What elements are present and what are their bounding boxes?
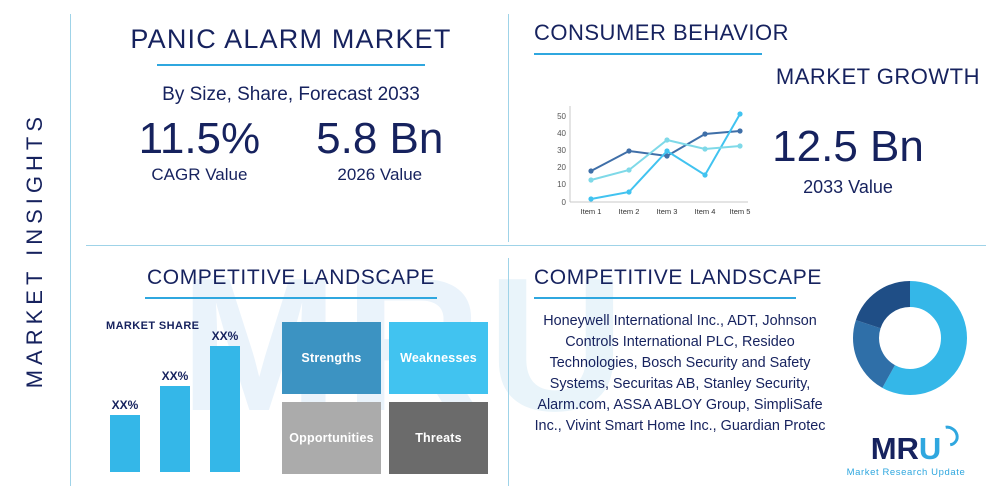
market-insights-label: MARKET INSIGHTS <box>22 111 47 389</box>
logo-mark-b: U <box>918 431 942 466</box>
competitive-landscape-underline-left <box>145 297 437 299</box>
key-figures: 11.5% CAGR Value 5.8 Bn 2026 Value <box>86 114 496 185</box>
bottom-left-panel: COMPETITIVE LANDSCAPE MARKET SHARE XX% X… <box>86 258 496 486</box>
value-2026-caption: 2026 Value <box>337 165 423 185</box>
swot-opportunities-label: Opportunities <box>289 431 374 445</box>
swot-strengths[interactable]: Strengths <box>282 322 381 394</box>
swot-weaknesses-label: Weaknesses <box>400 351 477 365</box>
svg-text:Item 1: Item 1 <box>581 207 602 216</box>
left-rail: MARKET INSIGHTS <box>0 0 70 500</box>
line-chart-svg: 0 10 20 30 40 50 Item 1 Item 2 Item 3 It… <box>557 106 751 216</box>
watermark-text-b: U <box>487 239 631 451</box>
bar-2-label: XX% <box>161 369 189 383</box>
rail-divider <box>70 14 71 486</box>
swot-threats-label: Threats <box>415 431 462 445</box>
company-list: Honeywell International Inc., ADT, Johns… <box>534 313 826 434</box>
title-underline <box>157 64 425 66</box>
svg-text:Item 2: Item 2 <box>619 207 640 216</box>
bar-3-label: XX% <box>211 329 239 343</box>
logo-mark-a: MR <box>870 431 919 466</box>
page-title: PANIC ALARM MARKET <box>130 24 452 54</box>
brand-logo: MRU Market Research Update <box>836 421 976 478</box>
market-share-label: MARKET SHARE <box>106 320 200 332</box>
consumer-behavior-chart: 0 10 20 30 40 50 Item 1 Item 2 Item 3 It… <box>540 98 756 234</box>
svg-text:50: 50 <box>557 112 566 121</box>
swot-weaknesses[interactable]: Weaknesses <box>389 322 488 394</box>
svg-text:20: 20 <box>557 163 566 172</box>
donut-chart-svg <box>853 281 967 395</box>
horizontal-divider <box>86 245 986 246</box>
vertical-divider-top <box>508 14 509 242</box>
figure-cagr: 11.5% CAGR Value <box>139 114 261 185</box>
svg-text:10: 10 <box>557 180 566 189</box>
market-share-bar-chart: XX% XX% XX% <box>104 329 274 472</box>
competitive-landscape-underline-right <box>534 297 796 299</box>
svg-text:40: 40 <box>557 129 566 138</box>
consumer-behavior-title: CONSUMER BEHAVIOR <box>534 20 790 45</box>
svg-text:Item 3: Item 3 <box>657 207 678 216</box>
competitive-landscape-title-right: COMPETITIVE LANDSCAPE <box>534 266 822 289</box>
consumer-behavior-underline <box>534 53 762 55</box>
vertical-divider-bottom <box>508 258 509 486</box>
bar-1-label: XX% <box>111 398 139 412</box>
swot-strengths-label: Strengths <box>301 351 362 365</box>
svg-text:0: 0 <box>562 198 567 207</box>
top-left-panel: PANIC ALARM MARKET By Size, Share, Forec… <box>86 14 496 239</box>
swot-opportunities[interactable]: Opportunities <box>282 402 381 474</box>
market-split-donut <box>850 278 970 403</box>
bottom-right-panel: COMPETITIVE LANDSCAPE Honeywell Internat… <box>520 258 986 486</box>
cagr-caption: CAGR Value <box>151 165 248 185</box>
swot-threats[interactable]: Threats <box>389 402 488 474</box>
top-right-panel: CONSUMER BEHAVIOR MARKET GROWTH 0 10 20 … <box>520 14 986 239</box>
cagr-value: 11.5% <box>138 114 261 163</box>
bar-3: XX% <box>210 329 240 472</box>
growth-caption: 2033 Value <box>803 177 893 197</box>
bar-2: XX% <box>160 369 190 472</box>
figure-2026: 5.8 Bn 2026 Value <box>316 114 443 185</box>
market-growth-title: MARKET GROWTH <box>775 64 980 89</box>
logo-mark: MRU <box>836 433 976 464</box>
growth-value: 12.5 Bn <box>772 122 924 171</box>
page-subtitle: By Size, Share, Forecast 2033 <box>162 84 420 105</box>
logo-tagline: Market Research Update <box>846 467 966 478</box>
competitive-landscape-title-left: COMPETITIVE LANDSCAPE <box>147 266 435 289</box>
bar-1: XX% <box>110 398 140 472</box>
svg-text:30: 30 <box>557 146 566 155</box>
svg-text:Item 5: Item 5 <box>730 207 751 216</box>
swot-grid: Strengths Weaknesses Opportunities Threa… <box>282 322 488 474</box>
value-2026: 5.8 Bn <box>316 114 444 163</box>
svg-text:Item 4: Item 4 <box>695 207 716 216</box>
